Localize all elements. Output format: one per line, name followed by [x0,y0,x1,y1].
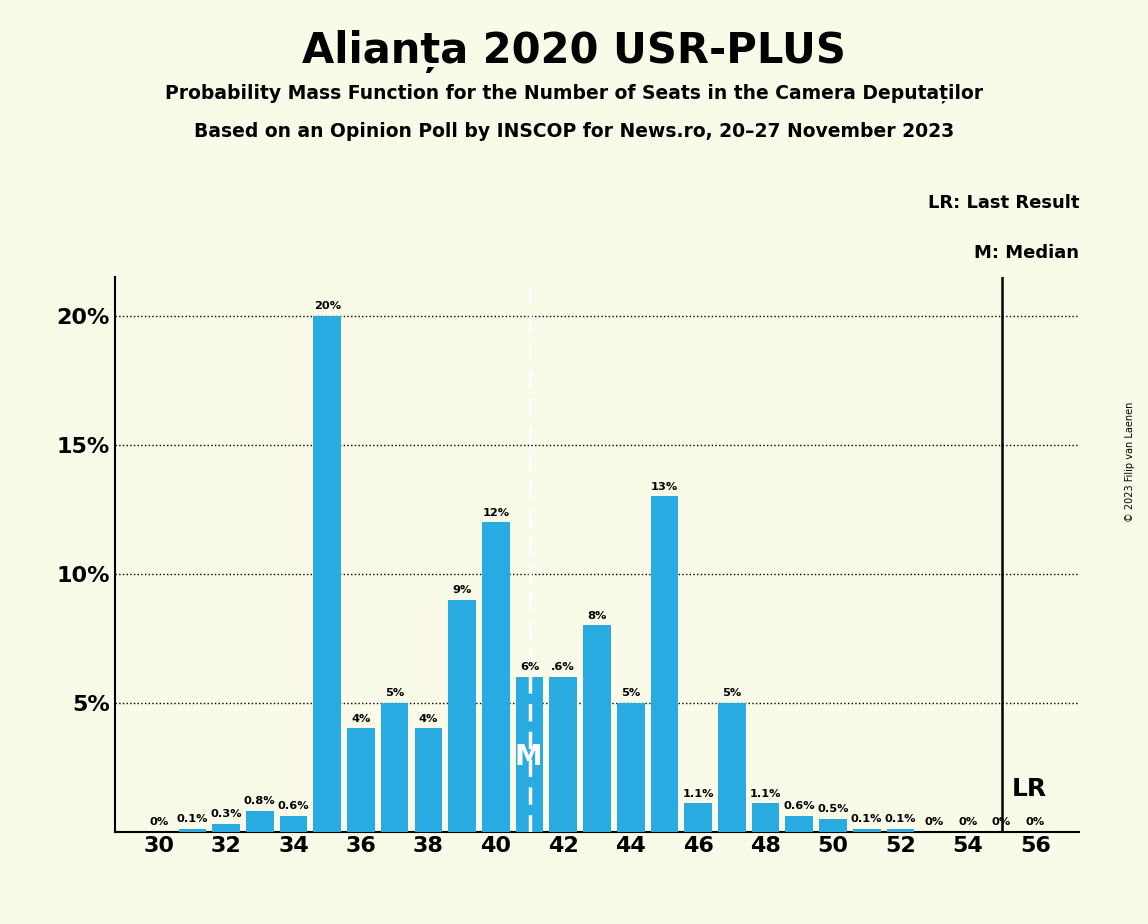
Text: 5%: 5% [385,688,404,698]
Text: 6%: 6% [520,663,540,673]
Bar [381,702,409,832]
Text: © 2023 Filip van Laenen: © 2023 Filip van Laenen [1125,402,1134,522]
Bar [820,819,847,832]
Bar [313,316,341,832]
Bar [515,677,543,832]
Text: 0.6%: 0.6% [278,801,309,811]
Bar [752,803,779,832]
Bar [448,600,476,832]
Text: .6%: .6% [551,663,575,673]
Text: 20%: 20% [313,301,341,311]
Bar [482,522,510,832]
Text: Based on an Opinion Poll by INSCOP for News.ro, 20–27 November 2023: Based on an Opinion Poll by INSCOP for N… [194,122,954,141]
Text: Probability Mass Function for the Number of Seats in the Camera Deputaților: Probability Mass Function for the Number… [165,83,983,103]
Text: 12%: 12% [482,507,510,517]
Text: 1.1%: 1.1% [682,788,714,798]
Text: 0.1%: 0.1% [177,814,208,824]
Bar [550,677,577,832]
Text: M: M [514,743,542,772]
Bar [651,496,678,832]
Text: 5%: 5% [722,688,742,698]
Text: 0%: 0% [959,817,977,827]
Bar [280,816,308,832]
Text: 0%: 0% [149,817,169,827]
Text: LR: LR [1011,777,1047,801]
Text: 0%: 0% [1025,817,1045,827]
Bar [785,816,813,832]
Bar [684,803,712,832]
Text: 5%: 5% [621,688,641,698]
Text: Alianța 2020 USR-PLUS: Alianța 2020 USR-PLUS [302,30,846,73]
Bar [583,626,611,832]
Bar [853,829,881,832]
Text: 13%: 13% [651,481,678,492]
Bar [718,702,746,832]
Bar [212,824,240,832]
Text: 1.1%: 1.1% [750,788,782,798]
Text: 0.1%: 0.1% [885,814,916,824]
Text: 4%: 4% [419,714,439,723]
Text: 9%: 9% [452,585,472,595]
Text: 0.5%: 0.5% [817,804,848,814]
Text: 8%: 8% [588,611,606,621]
Bar [246,811,273,832]
Text: LR: Last Result: LR: Last Result [928,194,1079,212]
Bar [616,702,644,832]
Text: M: Median: M: Median [975,244,1079,261]
Bar [414,728,442,832]
Text: 0.8%: 0.8% [245,796,276,807]
Text: 0.3%: 0.3% [210,809,242,820]
Bar [179,829,207,832]
Text: 0%: 0% [924,817,944,827]
Text: 4%: 4% [351,714,371,723]
Bar [347,728,374,832]
Text: 0%: 0% [992,817,1011,827]
Text: 0.6%: 0.6% [783,801,815,811]
Text: 0.1%: 0.1% [851,814,883,824]
Bar [886,829,914,832]
